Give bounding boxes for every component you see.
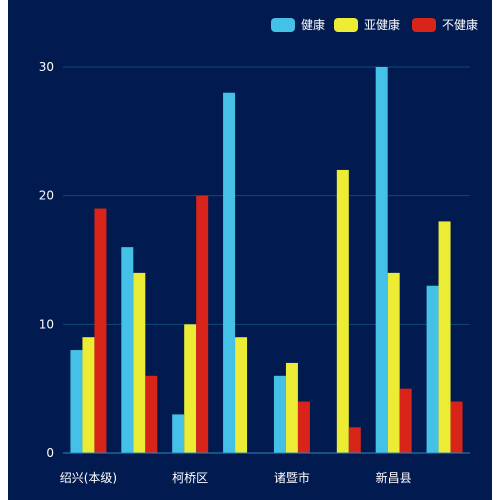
bar-0-0 [70,350,83,453]
bar-0-3 [223,92,236,453]
bar-0-6 [375,67,388,453]
bar-2-5 [348,427,361,453]
bar-1-6 [387,272,400,453]
bar-2-2 [196,195,209,453]
legend-label-2: 不健康 [442,17,478,32]
bar-0-4 [273,375,286,453]
bar-1-3 [235,337,248,453]
x-tick-label: 新昌县 [376,470,412,485]
legend-swatch-2 [412,18,436,32]
bar-1-1 [133,272,146,453]
x-tick-label: 柯桥区 [172,471,208,485]
y-tick-label: 30 [39,60,54,74]
legend-swatch-1 [334,18,358,32]
bar-2-1 [145,375,158,453]
bar-1-4 [285,362,298,453]
bar-2-4 [297,401,310,453]
y-tick-label: 10 [39,317,54,331]
bar-0-2 [172,414,185,453]
legend-label-0: 健康 [301,17,325,32]
y-tick-label: 0 [46,446,54,460]
bars [70,67,463,453]
bar-1-7 [438,221,451,453]
chart-panel: 0 10 20 30 绍兴(本级) 柯桥区 诸暨市 新昌县 健康 亚健康 不健康 [8,0,492,500]
bar-1-0 [82,337,95,453]
bar-0-1 [121,247,134,453]
axes: 0 10 20 30 绍兴(本级) 柯桥区 诸暨市 新昌县 [39,60,470,485]
legend[interactable]: 健康 亚健康 不健康 [271,17,478,32]
legend-label-1: 亚健康 [364,17,400,32]
bar-0-7 [426,285,439,453]
x-tick-label: 绍兴(本级) [60,471,117,485]
bar-1-5 [336,169,349,453]
bar-2-0 [94,208,107,453]
bar-chart: 0 10 20 30 绍兴(本级) 柯桥区 诸暨市 新昌县 健康 亚健康 不健康 [39,17,478,485]
y-tick-label: 20 [39,189,54,203]
x-tick-label: 诸暨市 [274,470,310,485]
bar-2-7 [450,401,463,453]
legend-swatch-0 [271,18,295,32]
bar-2-6 [399,388,412,453]
bar-1-2 [184,324,197,453]
